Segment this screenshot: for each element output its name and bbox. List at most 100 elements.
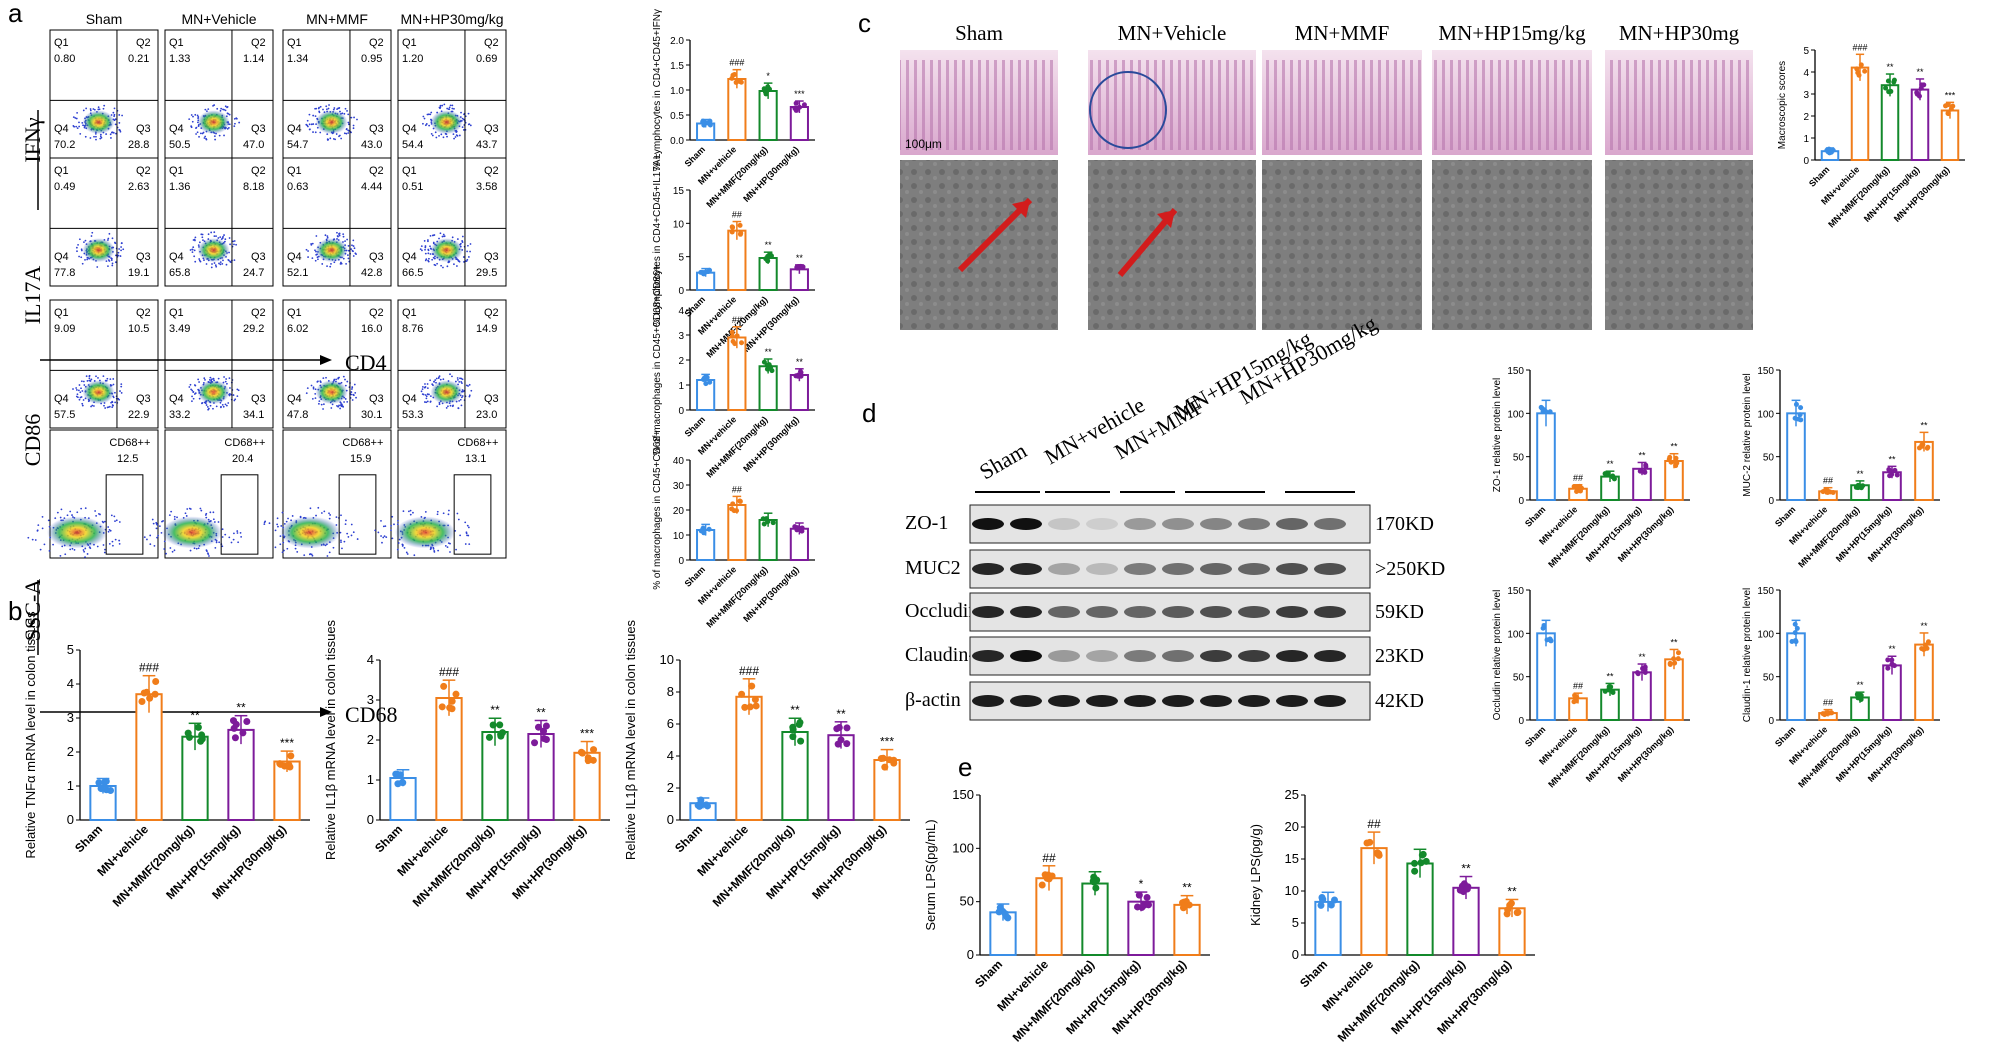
event-dot (80, 249, 83, 252)
x-tick-label: MN+MMF(20mg/kg) (1796, 504, 1861, 569)
event-dot (322, 108, 324, 111)
event-dot (342, 235, 345, 238)
event-dot (218, 262, 220, 265)
data-point (440, 682, 448, 690)
gate-value: 13.1 (465, 453, 486, 465)
event-dot (81, 402, 84, 405)
event-dot (412, 511, 414, 514)
data-point (1891, 77, 1897, 83)
q3-label: Q3 (484, 393, 499, 405)
event-dot (344, 398, 347, 400)
event-dot (457, 378, 459, 381)
event-dot (90, 235, 93, 237)
event-dot (422, 393, 425, 396)
event-dot (324, 234, 327, 237)
data-point (1854, 66, 1860, 72)
event-dot (461, 117, 464, 120)
event-dot (224, 380, 227, 383)
em-image-2 (1262, 160, 1422, 330)
event-dot (109, 378, 112, 380)
sig-mark: ### (739, 664, 759, 678)
q4-label: Q4 (402, 393, 417, 405)
event-dot (192, 391, 195, 394)
data-point (729, 506, 735, 512)
event-dot (352, 239, 355, 242)
plot-frame (397, 157, 507, 287)
event-dot (90, 405, 92, 408)
event-dot (102, 107, 105, 110)
y-tick-label: 15 (673, 186, 685, 197)
sig-mark: ** (1670, 442, 1678, 452)
event-dot (428, 393, 430, 396)
event-dot (191, 248, 194, 251)
event-dot (326, 555, 329, 557)
y-tick-label: 1 (367, 772, 374, 787)
event-dot (80, 380, 83, 383)
event-dot (427, 239, 429, 241)
data-point (729, 224, 735, 230)
event-dot (235, 243, 238, 246)
event-dot (315, 235, 318, 237)
y-tick-label: 150 (952, 787, 974, 802)
event-dot (173, 549, 176, 552)
y-tick-label: 10 (660, 652, 674, 667)
data-point (1671, 656, 1677, 662)
event-dot (110, 259, 113, 261)
bar-3 (1127, 900, 1155, 957)
event-dot (317, 506, 320, 509)
event-dot (114, 261, 117, 264)
plot-frame (49, 29, 159, 159)
data-point (184, 729, 192, 737)
event-dot (397, 519, 399, 522)
event-dot (467, 256, 470, 258)
red-arrowhead-0 (1012, 200, 1030, 218)
data-point (1038, 881, 1046, 889)
data-point (243, 717, 251, 725)
band (1048, 563, 1080, 575)
event-dot (319, 105, 322, 108)
sig-mark: ** (190, 708, 200, 722)
event-dot (121, 114, 124, 117)
event-dot (107, 526, 110, 528)
col-title-3: MN+HP30mg/kg (400, 11, 503, 27)
x-tick-label: MN+HP(30mg/kg) (1866, 504, 1926, 564)
event-dot (429, 253, 432, 255)
event-dot (431, 234, 434, 237)
x-tick-label: MN+HP(15mg/kg) (1862, 164, 1922, 224)
data-point (746, 703, 754, 711)
q2-value: 0.21 (128, 53, 149, 65)
x-tick-label: Sham (1773, 724, 1797, 748)
sig-mark: ## (1823, 476, 1833, 486)
y-tick-label: 5 (1803, 46, 1809, 57)
event-dot (114, 401, 117, 404)
density-core (162, 516, 222, 549)
event-dot (350, 391, 353, 393)
event-dot (209, 376, 212, 379)
event-dot (82, 399, 85, 401)
data-point (1181, 902, 1189, 910)
sig-mark: *** (880, 735, 894, 749)
data-point (1892, 467, 1898, 473)
q1-value: 0.80 (54, 53, 75, 65)
event-dot (464, 521, 467, 524)
q4-value: 33.2 (169, 409, 190, 421)
event-dot (426, 383, 429, 385)
event-dot (221, 545, 224, 548)
data-point (730, 338, 736, 344)
x-tick-label: MN+HP(15mg/kg) (1584, 724, 1644, 784)
y-tick-label: 20 (673, 506, 685, 517)
flow-plot-r0-c2: Q1 Q2 1.34 0.95 Q4 Q3 54.7 43.0 (282, 29, 392, 159)
event-dot (198, 135, 200, 138)
event-dot (103, 520, 106, 523)
event-dot (206, 406, 209, 408)
event-dot (440, 264, 443, 267)
y-tick-label: 2 (1803, 112, 1809, 123)
event-dot (79, 391, 82, 394)
event-dot (425, 397, 428, 400)
data-point (1092, 884, 1100, 892)
event-dot (105, 133, 108, 135)
event-dot (356, 538, 359, 540)
em-image-1 (1088, 160, 1256, 330)
event-dot (110, 514, 113, 517)
